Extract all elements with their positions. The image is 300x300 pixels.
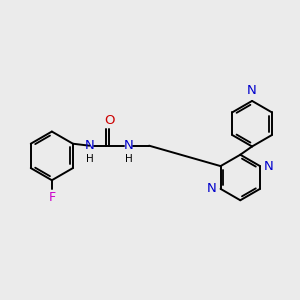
Text: N: N — [207, 182, 217, 195]
Text: O: O — [104, 114, 114, 127]
Text: H: H — [86, 154, 94, 164]
Text: N: N — [124, 139, 134, 152]
Text: N: N — [264, 160, 274, 172]
Text: N: N — [247, 84, 257, 97]
Text: H: H — [125, 154, 133, 164]
Text: F: F — [48, 191, 56, 204]
Text: N: N — [85, 139, 95, 152]
